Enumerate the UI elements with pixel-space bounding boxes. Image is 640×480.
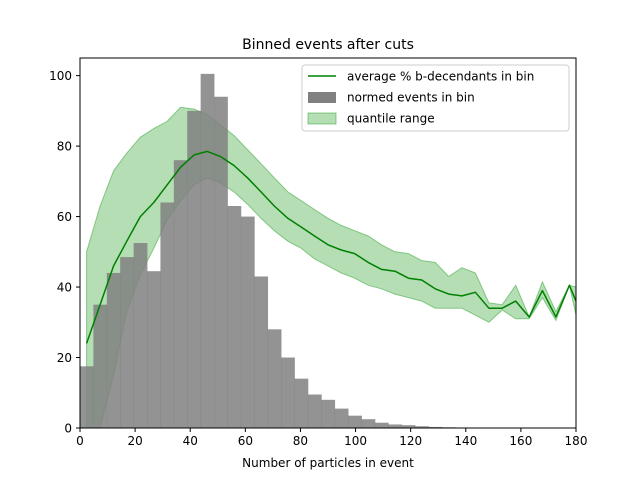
legend: average % b-decendants in bin normed eve… [301, 64, 570, 132]
histogram-bar [267, 329, 282, 428]
histogram-bar [348, 415, 362, 428]
histogram-bar [374, 422, 389, 428]
histogram-bar [415, 426, 429, 428]
y-tick-label: 0 [64, 422, 72, 436]
legend-box [301, 64, 570, 132]
legend-label-average: average % b-decendants in bin [347, 70, 534, 84]
histogram-bar [93, 304, 108, 428]
x-tick-label: 180 [565, 434, 588, 448]
histogram-bar [321, 399, 336, 428]
legend-bar-swatch [308, 92, 336, 103]
legend-band-swatch [307, 112, 337, 125]
x-tick-label: 40 [183, 434, 198, 448]
histogram-bar [160, 202, 175, 428]
y-axis-ticks: 0 20 40 60 80 100 [49, 69, 80, 436]
chart-title: Binned events after cuts [242, 37, 414, 53]
y-tick-label: 60 [57, 210, 72, 224]
y-tick-label: 80 [57, 140, 72, 154]
x-tick-label: 120 [399, 434, 422, 448]
legend-label-events: normed events in bin [347, 91, 475, 105]
histogram-bar [240, 216, 255, 428]
histogram-bar [361, 419, 376, 428]
histogram-bar [428, 426, 443, 428]
histogram-bar [227, 206, 242, 428]
x-tick-label: 140 [454, 434, 477, 448]
histogram-bar [106, 272, 121, 428]
histogram-bar [388, 424, 403, 428]
legend-label-quantile: quantile range [347, 112, 435, 126]
y-tick-label: 100 [49, 69, 72, 83]
x-axis-ticks: 0 20 40 60 80 100 120 140 160 180 [76, 428, 587, 448]
histogram-bars [80, 73, 456, 429]
x-tick-label: 20 [127, 434, 142, 448]
x-tick-label: 100 [344, 434, 367, 448]
histogram-bar [120, 257, 134, 428]
histogram-bar [254, 276, 269, 428]
y-tick-label: 20 [57, 351, 72, 365]
histogram-bar [334, 408, 349, 428]
y-tick-label: 40 [57, 281, 72, 295]
histogram-bar [173, 160, 188, 428]
histogram-bar [294, 378, 309, 428]
histogram-bar [133, 243, 148, 428]
x-tick-label: 60 [238, 434, 253, 448]
x-tick-label: 0 [76, 434, 84, 448]
x-tick-label: 160 [509, 434, 532, 448]
histogram-bar [214, 96, 228, 428]
x-tick-label: 80 [293, 434, 308, 448]
histogram-bar [307, 394, 322, 428]
histogram-bar [80, 366, 94, 428]
x-axis-label: Number of particles in event [242, 456, 414, 470]
histogram-bar [187, 110, 202, 429]
average-line-layer [85, 150, 577, 344]
histogram-bar [147, 271, 161, 428]
axes-frame [79, 57, 577, 429]
histogram-bar [200, 73, 215, 429]
histogram-bar [401, 425, 416, 428]
average-line [85, 150, 577, 344]
histogram-bar [281, 357, 295, 428]
